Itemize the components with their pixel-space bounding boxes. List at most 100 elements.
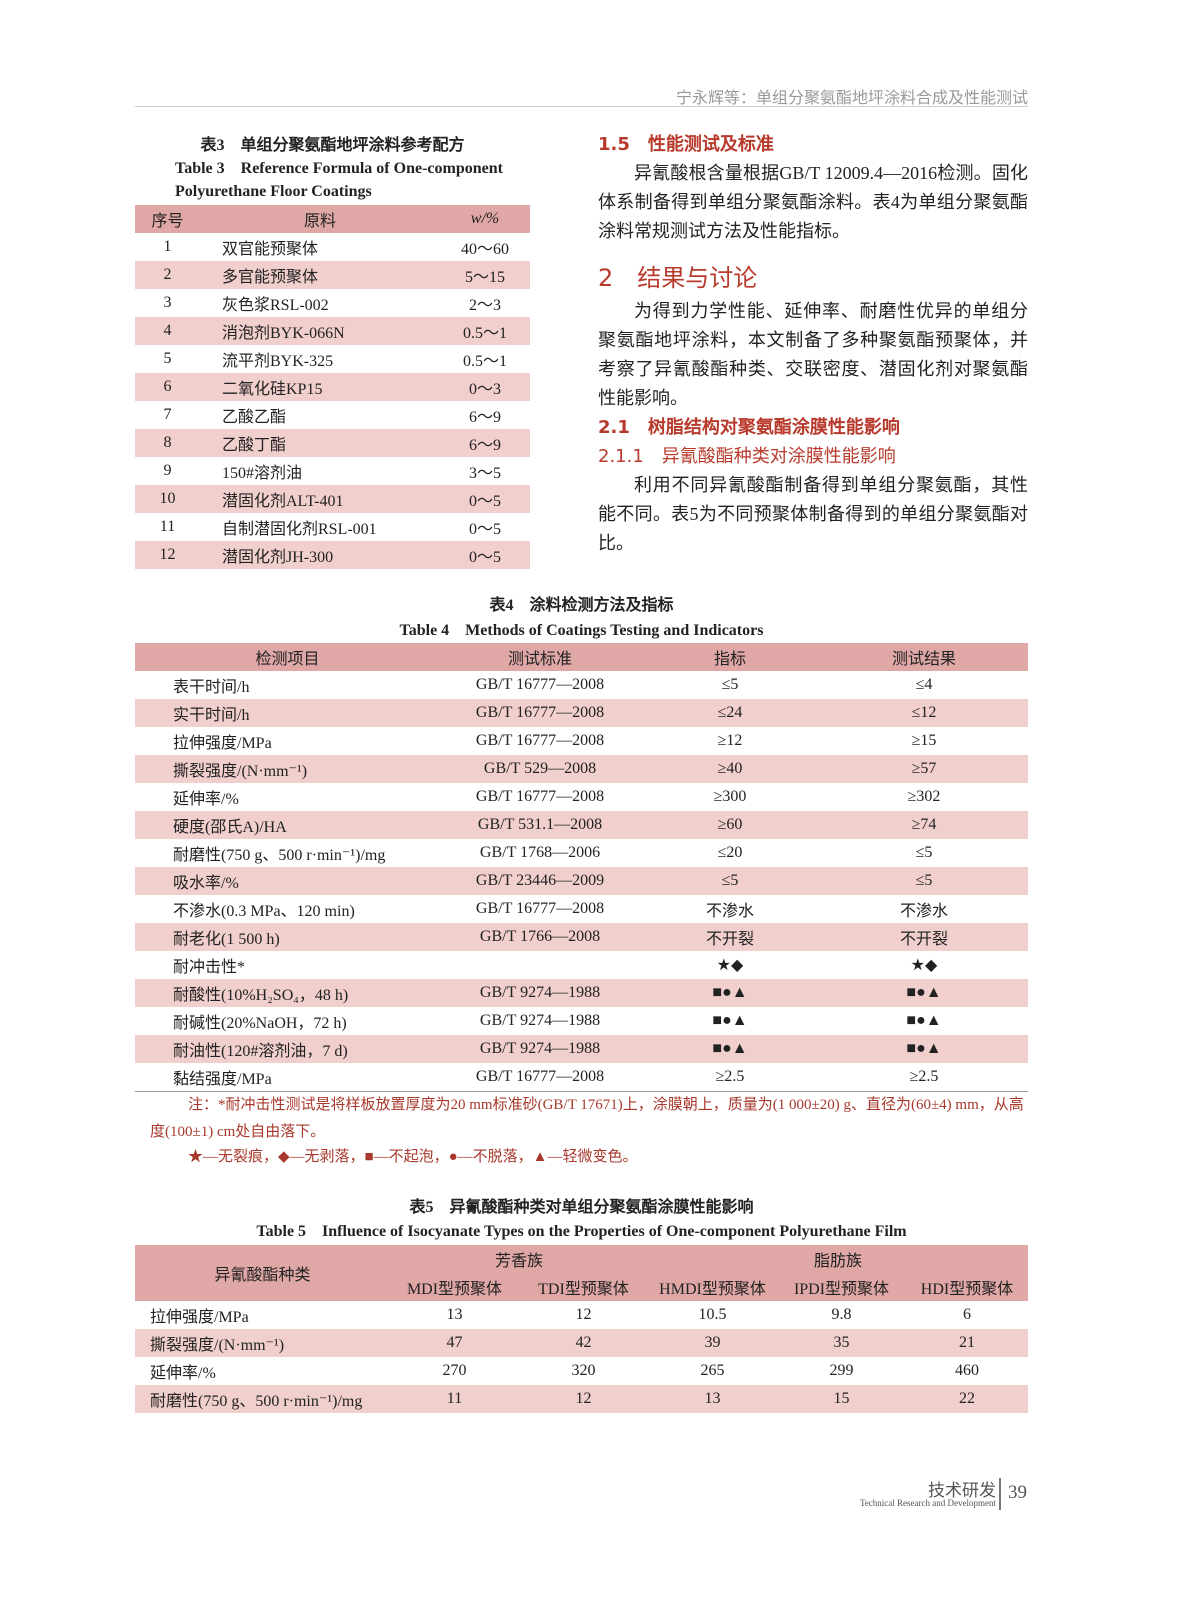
table-cell: 撕裂强度/(N·mm⁻¹) [135,755,440,783]
table-cell: 11 [159,518,176,535]
table-cell: 不渗水 [899,903,948,920]
table-cell: 3 [163,294,172,311]
footer-section: 技术研发 [928,1481,996,1501]
table-cell: 流平剂BYK-325 [222,353,334,370]
table-cell: 8 [135,429,200,457]
table-cell: 320 [571,1362,596,1379]
paragraph: 利用不同异氰酸酯制备得到单组分聚氨酯，其性能不同。表5为不同预聚体制备得到的单组… [598,475,1028,553]
table-cell: 拉伸强度/MPa [173,735,272,752]
table-cell: ≤24 [640,699,820,727]
footer-rule [999,1478,1001,1510]
table-cell: 22 [906,1385,1028,1413]
table-cell: 耐碱性(20%NaOH，72 h) [173,1015,347,1032]
table-row: 4 消泡剂BYK-066N 0.5～1 [135,317,530,345]
table-cell: ≥74 [820,811,1028,839]
table-cell: 耐酸性(10%H₂SO₄，48 h) [135,979,440,1007]
table-cell: GB/T 16777—2008 [475,732,605,749]
table-row: 延伸率/% 270 320 265 299 460 [135,1357,1028,1385]
table-row: 表干时间/h GB/T 16777—2008 ≤5 ≤4 [135,671,1028,699]
table-cell: 21 [906,1329,1028,1357]
header-cell: HMDI型预聚体 [648,1273,777,1301]
table-cell: ≤12 [820,699,1028,727]
table-cell: 0～5 [440,485,530,513]
table-cell: 潜固化剂ALT-401 [200,485,440,513]
header-cell: 测试标准 [440,643,640,671]
table-row: 5 流平剂BYK-325 0.5～1 [135,345,530,373]
table-cell: 10.5 [698,1306,727,1323]
table-note: 注：*耐冲击性测试是将样板放置厚度为20 mm标准砂(GB/T 17671)上，… [150,1097,1024,1140]
table-cell: 2～3 [468,297,501,314]
table: 异氰酸酯种类 芳香族 脂肪族 MDI型预聚体 TDI型预聚体 HMDI型预聚体 IPDI型预… [135,1245,1028,1413]
table-cell: 40～60 [460,241,509,258]
table-row: 1 双官能预聚体 40～60 [135,233,530,261]
table-cell: ≤5 [721,676,739,693]
table-cell: 耐冲击性* [173,959,246,976]
header-cell: 检测项目 [135,643,440,671]
table-cell: 0.5～1 [462,353,507,370]
table-row: 拉伸强度/MPa GB/T 16777—2008 ≥12 ≥15 [135,727,1028,755]
table-cell: ★◆ [910,957,938,974]
table-cell: GB/T 16777—2008 [475,1068,605,1085]
table-cell: ≤5 [820,867,1028,895]
table-row: 11 自制潜固化剂RSL-001 0～5 [135,513,530,541]
table-cell: 0～5 [468,521,501,538]
table-cell: GB/T 16777—2008 [475,676,605,693]
table-cell: ≥57 [820,755,1028,783]
table-cell: ≤5 [915,844,933,861]
section-heading: 1.5 性能测试及标准 [598,134,774,155]
table-cell: 11 [390,1385,519,1413]
table-cell: ■●▲ [820,979,1028,1007]
table-cell: 39 [648,1329,777,1357]
table-cell: 5～15 [440,261,530,289]
table-cell: 不开裂 [820,923,1028,951]
header-cell: 测试结果 [820,643,1028,671]
table-caption: 表3 单组分聚氨酯地坪涂料参考配方 [200,137,465,154]
header-cell: MDI型预聚体 [390,1273,519,1301]
table-row: 耐酸性(10%H₂SO₄，48 h) GB/T 9274—1988 ■●▲ ■●▲ [135,979,1028,1007]
table-cell: 5 [163,350,172,367]
table-row: 吸水率/% GB/T 23446—2009 ≤5 ≤5 [135,867,1028,895]
table-row: 硬度(邵氏A)/HA GB/T 531.1—2008 ≥60 ≥74 [135,811,1028,839]
table-cell: GB/T 23446—2009 [440,867,640,895]
table-row: 耐老化(1 500 h) GB/T 1766—2008 不开裂 不开裂 [135,923,1028,951]
header-row: 检测项目 测试标准 指标 测试结果 [135,643,1028,671]
header-rule [135,106,1028,107]
table-cell: 9.8 [831,1306,852,1323]
header-cell: TDI型预聚体 [519,1273,648,1301]
table-cell: 3～5 [468,465,501,482]
table-row: 6 二氧化硅KP15 0～3 [135,373,530,401]
table-cell: 12 [519,1385,648,1413]
table-cell: 乙酸乙酯 [222,409,287,426]
header-group: 芳香族 [390,1245,648,1273]
running-title: 宁永辉等：单组分聚氨酯地坪涂料合成及性能测试 [675,88,1028,107]
header-cell: 指标 [640,643,820,671]
table-cell: 6 [963,1306,971,1323]
table-cell: ≥300 [713,788,747,805]
table-cell: 7 [163,406,172,423]
table-row: 耐碱性(20%NaOH，72 h) GB/T 9274—1988 ■●▲ ■●▲ [135,1007,1028,1035]
table-cell: ≥2.5 [909,1068,939,1085]
table: 检测项目 测试标准 指标 测试结果 表干时间/h GB/T 16777—2008 ≤5 ≤4 实… [135,643,1028,1092]
header-row: 序号 原料 w/% [135,205,530,233]
table-cell: 9 [163,462,172,479]
header-cell: w/% [440,205,530,233]
table-cell: 6～9 [468,409,501,426]
table-caption: Table 3 Reference Formula of One-compone… [175,160,503,200]
header-group: 脂肪族 [648,1245,1028,1273]
header-row: 异氰酸酯种类 芳香族 脂肪族 [135,1245,1028,1301]
table-row: 9 150#溶剂油 3～5 [135,457,530,485]
table-cell: 多官能预聚体 [200,261,440,289]
table-cell: 0.5～1 [440,317,530,345]
table-cell: GB/T 531.1—2008 [440,811,640,839]
table-caption: 表4 涂料检测方法及指标 [489,597,674,614]
table-cell: 自制潜固化剂RSL-001 [222,521,377,538]
table-cell: ≥302 [907,788,941,805]
table-cell: 耐老化(1 500 h) [135,923,440,951]
table-cell: 13 [446,1306,463,1323]
table-cell: ■●▲ [640,1035,820,1063]
header-cell: 原料 [200,205,440,233]
table-cell: 4 [135,317,200,345]
table-cell: 0～5 [440,541,530,569]
table-row: 撕裂强度/(N·mm⁻¹) GB/T 529—2008 ≥40 ≥57 [135,755,1028,783]
table-cell: 不渗水(0.3 MPa、120 min) [173,903,355,920]
